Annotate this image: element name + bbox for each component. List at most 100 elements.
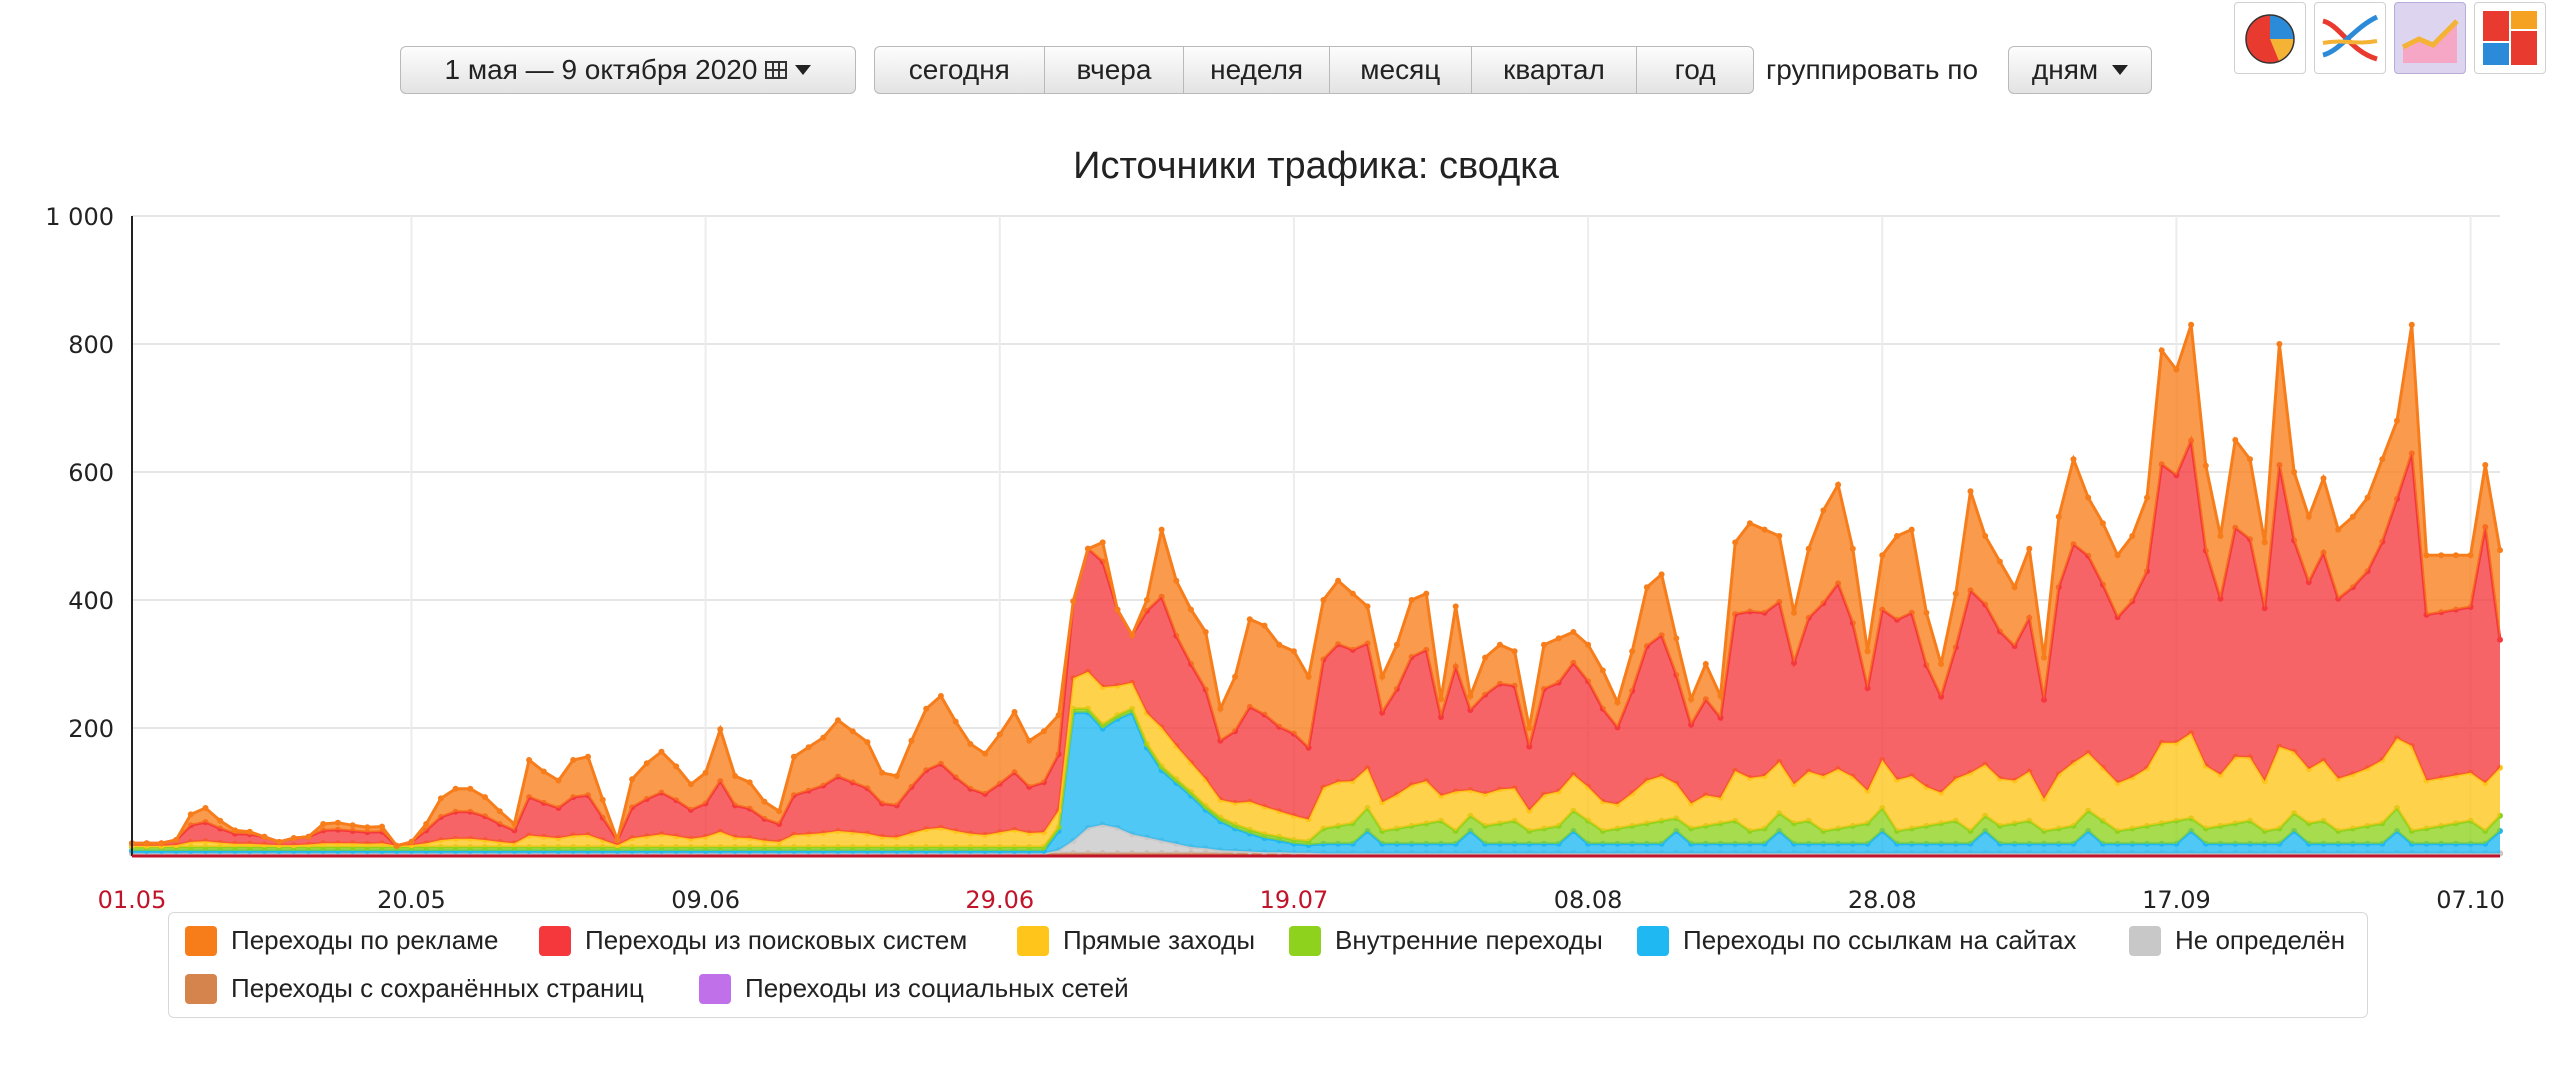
series-point <box>2144 494 2150 501</box>
series-point <box>1511 648 1518 655</box>
series-point <box>526 757 533 763</box>
area-chart-icon[interactable] <box>2394 2 2466 74</box>
x-tick-label: 28.08 <box>1848 886 1917 910</box>
series-point <box>1335 577 1342 584</box>
legend-item[interactable]: Внутренние переходы <box>1289 925 1603 956</box>
period-today-button[interactable]: сегодня <box>875 47 1045 93</box>
series-point <box>643 760 650 767</box>
series-point <box>1290 648 1297 655</box>
series-point <box>599 796 606 803</box>
series-point <box>2438 552 2445 559</box>
series-point <box>673 763 680 770</box>
legend-item[interactable]: Переходы с сохранённых страниц <box>185 973 644 1004</box>
series-point <box>2276 341 2283 347</box>
series-point <box>1246 616 1253 623</box>
x-tick-label: 07.10 <box>2436 886 2505 910</box>
series-point <box>746 779 753 786</box>
series-point <box>2129 533 2136 539</box>
series-point <box>967 741 974 747</box>
legend-item[interactable]: Переходы из поисковых систем <box>539 925 967 956</box>
y-tick-label: 200 <box>68 715 114 743</box>
series-point <box>555 777 562 784</box>
period-month-button[interactable]: месяц <box>1330 47 1472 93</box>
treemap-icon[interactable] <box>2474 2 2546 74</box>
calendar-icon <box>765 61 788 79</box>
series-point <box>937 693 944 699</box>
period-quarter-button[interactable]: квартал <box>1472 47 1638 93</box>
series-point <box>805 744 812 751</box>
series-point <box>2305 513 2312 520</box>
series-point <box>1173 577 1180 584</box>
legend-item[interactable]: Переходы из социальных сетей <box>699 973 1129 1004</box>
series-point <box>261 833 268 840</box>
x-tick-label: 08.08 <box>1554 886 1623 910</box>
series-point <box>1555 635 1562 642</box>
series-point <box>1996 558 2003 565</box>
series-point <box>1791 609 1797 616</box>
line-chart-icon[interactable] <box>2314 2 2386 74</box>
series-point <box>1276 641 1283 648</box>
legend-item[interactable]: Прямые заходы <box>1017 925 1255 956</box>
series-point <box>2085 494 2092 501</box>
series-point <box>2467 552 2474 559</box>
series-point <box>982 750 989 757</box>
series-point <box>202 805 209 811</box>
legend-label: Переходы из социальных сетей <box>745 973 1129 1003</box>
series-point <box>1070 598 1077 605</box>
series-point <box>246 828 253 835</box>
group-by-value: дням <box>2031 54 2099 85</box>
date-range-label: 1 мая — 9 октября 2020 <box>444 54 758 85</box>
series-point <box>2202 462 2209 469</box>
series-point <box>2217 533 2224 539</box>
series-point <box>2099 520 2106 527</box>
series-point <box>1423 590 1430 597</box>
series-point <box>232 827 238 834</box>
series-point <box>820 734 827 741</box>
series-point <box>1614 699 1621 706</box>
series-point <box>1835 481 1842 488</box>
legend-label: Переходы с сохранённых страниц <box>231 973 644 1003</box>
series-point <box>379 823 385 830</box>
group-by-label: группировать по <box>1766 54 1979 85</box>
series-point <box>1261 622 1268 629</box>
y-tick-label: 600 <box>68 459 114 487</box>
series-point <box>408 838 415 845</box>
legend-item[interactable]: Переходы по ссылкам на сайтах <box>1637 925 2076 956</box>
period-year-button[interactable]: год <box>1674 54 1716 85</box>
date-range-picker[interactable]: 1 мая — 9 октября 2020 <box>400 46 856 94</box>
legend-label: Переходы по ссылкам на сайтах <box>1683 925 2077 955</box>
series-point <box>1982 533 1989 539</box>
series-point <box>2335 526 2342 533</box>
series-point <box>835 717 841 724</box>
series-point <box>849 728 856 735</box>
series-point <box>717 726 724 733</box>
series-point <box>1099 539 1106 546</box>
series-point <box>570 757 577 763</box>
series-point <box>452 785 459 792</box>
series-point <box>1879 552 1886 559</box>
legend-swatch <box>1289 925 1321 956</box>
series-point <box>437 795 444 802</box>
period-week-button[interactable]: неделя <box>1184 47 1330 93</box>
y-tick-label: 400 <box>68 587 114 615</box>
series-point <box>1188 606 1194 613</box>
pie-chart-icon[interactable] <box>2234 2 2306 74</box>
series-point <box>702 769 709 776</box>
series-point <box>1894 533 1900 539</box>
legend-item[interactable]: Переходы по рекламе <box>185 925 499 956</box>
period-yesterday-button[interactable]: вчера <box>1045 47 1185 93</box>
series-point <box>1496 641 1503 648</box>
series-point <box>1467 693 1474 699</box>
series-point <box>1629 648 1636 655</box>
period-selector: сегодня вчера неделя месяц квартал год <box>874 46 1754 94</box>
legend-item[interactable]: Не определён <box>2129 925 2345 956</box>
series-point <box>1849 545 1856 552</box>
series-point <box>776 808 783 815</box>
series-point <box>290 835 297 842</box>
series-point <box>1643 584 1650 591</box>
group-by-select[interactable]: дням <box>2008 46 2152 94</box>
series-point <box>1599 667 1606 674</box>
series-point <box>320 821 327 827</box>
legend-swatch <box>539 925 571 956</box>
series-point <box>1305 673 1312 680</box>
